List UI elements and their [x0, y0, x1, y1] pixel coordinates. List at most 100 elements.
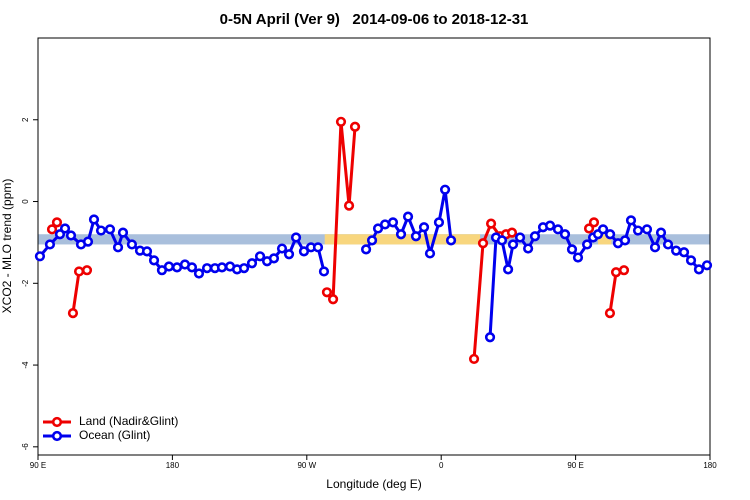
- point: [588, 217, 600, 228]
- point: [73, 266, 85, 277]
- x-tick-label: 180: [166, 461, 180, 470]
- point: [216, 262, 228, 273]
- point: [662, 239, 674, 250]
- x-axis-label: Longitude (deg E): [326, 477, 421, 491]
- point: [559, 229, 571, 240]
- legend-label: Ocean (Glint): [79, 428, 150, 442]
- point: [604, 229, 616, 240]
- point: [193, 268, 205, 279]
- point: [88, 214, 100, 225]
- point: [321, 287, 333, 298]
- point: [507, 239, 519, 250]
- y-tick-label: -6: [21, 443, 30, 451]
- point: [360, 244, 372, 255]
- point: [246, 258, 258, 269]
- point: [268, 253, 280, 264]
- point: [117, 227, 129, 238]
- legend-marker: [51, 416, 63, 428]
- point: [67, 308, 79, 319]
- point: [112, 242, 124, 253]
- point: [276, 243, 288, 254]
- point: [312, 242, 324, 253]
- point: [523, 243, 534, 254]
- point: [581, 239, 593, 250]
- point: [583, 223, 595, 234]
- point: [201, 263, 213, 274]
- point: [318, 266, 330, 277]
- point: [343, 200, 355, 211]
- point: [618, 265, 630, 276]
- x-tick-label: 0: [439, 461, 444, 470]
- point: [619, 235, 631, 246]
- band-highlight: [324, 234, 481, 245]
- point: [349, 121, 361, 132]
- point: [484, 332, 496, 343]
- point: [141, 246, 153, 257]
- point: [254, 251, 266, 262]
- point: [59, 223, 71, 234]
- point: [604, 308, 616, 319]
- point: [649, 242, 661, 253]
- point: [544, 220, 556, 231]
- point: [514, 232, 526, 243]
- legend-marker: [51, 430, 63, 442]
- point: [506, 227, 518, 238]
- y-tick-label: 2: [21, 117, 30, 122]
- point: [693, 264, 705, 275]
- point: [655, 227, 667, 238]
- point: [366, 235, 378, 246]
- point: [51, 217, 63, 228]
- point: [186, 262, 198, 273]
- chart-title: 0-5N April (Ver 9) 2014-09-06 to 2018-12…: [220, 11, 529, 28]
- point: [335, 116, 347, 127]
- point: [552, 224, 564, 235]
- point: [46, 224, 58, 235]
- point: [410, 231, 422, 242]
- point: [632, 225, 644, 236]
- point: [395, 229, 407, 240]
- point: [503, 264, 514, 275]
- point: [34, 251, 46, 262]
- point: [372, 223, 384, 234]
- point: [671, 245, 682, 256]
- legend-label: Land (Nadir&Glint): [79, 414, 178, 428]
- y-axis-label: XCO2 - MLO trend (ppm): [0, 179, 14, 314]
- point: [148, 255, 160, 266]
- point: [95, 225, 107, 236]
- point: [701, 260, 713, 271]
- point: [685, 255, 697, 266]
- point: [81, 265, 93, 276]
- point: [402, 211, 414, 222]
- point: [163, 261, 175, 272]
- point: [485, 218, 497, 229]
- point: [566, 244, 578, 255]
- point: [65, 230, 77, 241]
- point: [496, 235, 508, 246]
- point: [283, 249, 295, 260]
- point: [387, 217, 399, 228]
- point: [529, 231, 541, 242]
- point: [625, 215, 637, 226]
- point: [433, 217, 445, 228]
- x-tick-label: 180: [703, 461, 717, 470]
- plot-frame: [37, 37, 711, 456]
- point: [678, 247, 690, 258]
- y-tick-label: -2: [21, 279, 30, 287]
- point: [238, 263, 250, 274]
- point: [477, 238, 489, 249]
- point: [468, 353, 480, 365]
- point: [445, 235, 457, 246]
- point: [418, 222, 430, 233]
- point: [610, 267, 622, 278]
- point: [104, 224, 116, 235]
- point: [82, 236, 94, 247]
- point: [379, 219, 391, 230]
- y-tick-label: 0: [21, 199, 30, 204]
- point: [126, 239, 138, 250]
- point: [572, 252, 584, 263]
- point: [424, 248, 436, 259]
- band-highlight: [598, 234, 612, 245]
- point: [290, 232, 302, 243]
- y-tick-label: -4: [21, 361, 30, 369]
